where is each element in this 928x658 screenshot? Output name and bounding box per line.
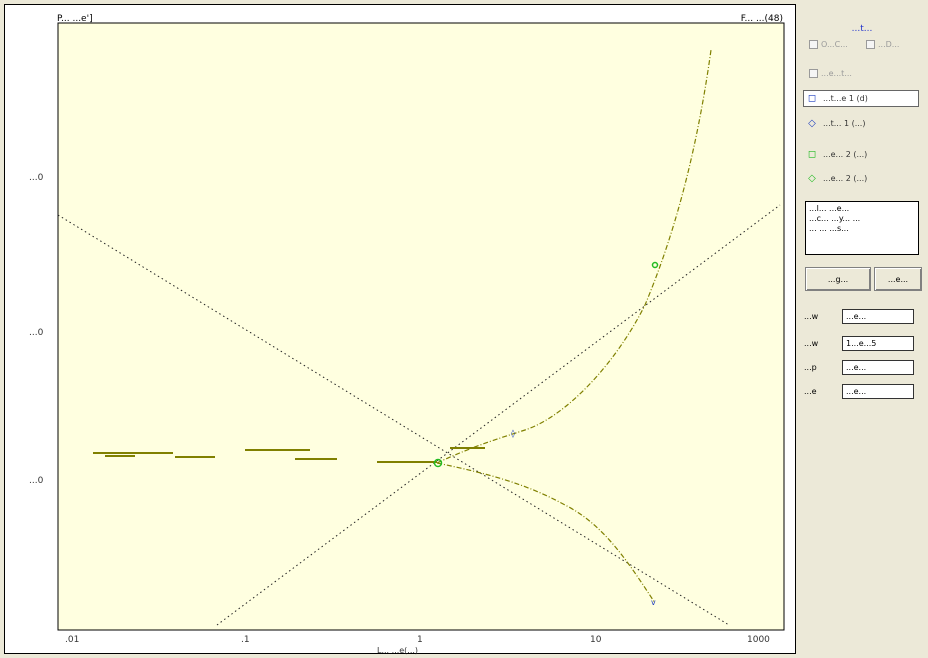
point-markers: ◊ v <box>433 261 659 607</box>
top-right-label: F... ...(48) <box>740 14 783 24</box>
legend-square-icon: ◻ <box>807 93 817 104</box>
note-box: ...l... ...e... ...c... ...y... ... ... … <box>805 201 919 255</box>
legend-item-4-label: ...e... 2 (...) <box>823 174 868 183</box>
top-left-label: P... ...e'] <box>57 14 93 24</box>
stat-label-4: ...e <box>804 387 817 396</box>
marker-blue-low: v <box>651 598 656 607</box>
legend-item-2-label: ...t... 1 (...) <box>823 119 866 128</box>
stat-value-2[interactable]: 1...e...5 <box>842 336 914 351</box>
legend-square-icon: ◻ <box>807 149 817 160</box>
stat-row-1: ...w ...e... <box>804 309 914 324</box>
checkbox-2-label: ...D... <box>878 40 900 49</box>
stat-label-3: ...p <box>804 363 817 372</box>
stat-row-2: ...w 1...e...5 <box>804 336 914 351</box>
x-tick-3: 10 <box>590 635 602 645</box>
marker-green-top <box>651 261 659 269</box>
y-tick-labels: ...0 ...0 ...0 <box>29 173 44 486</box>
control-panel: ...t... O...C... ...D... ...e...t... ◻ .… <box>800 4 924 654</box>
x-tick-labels: .01 .1 1 10 1000 <box>65 635 770 645</box>
x-tick-4: 1000 <box>747 635 770 645</box>
panel-title: ...t... <box>851 24 873 34</box>
checkbox-1[interactable]: O...C... <box>809 40 848 49</box>
plot-svg[interactable]: ◊ v .01 .1 1 10 1000 ...0 ...0 ...0 L...… <box>5 5 797 655</box>
plot-area <box>57 22 785 631</box>
legend-item-3-label: ...e... 2 (...) <box>823 150 868 159</box>
right-button[interactable]: ...e... <box>874 267 922 291</box>
legend: ◻ ...t...e 1 (d) ◇ ...t... 1 (...) ◻ ...… <box>803 90 921 194</box>
checkbox-2-box[interactable] <box>866 40 875 49</box>
legend-item-4[interactable]: ◇ ...e... 2 (...) <box>807 173 867 184</box>
legend-item-1-label: ...t...e 1 (d) <box>823 94 868 103</box>
step-segments <box>93 447 485 463</box>
stat-value-1[interactable]: ...e... <box>842 309 914 324</box>
y-tick-1: ...0 <box>29 328 44 338</box>
x-tick-0: .01 <box>65 635 79 645</box>
legend-item-3[interactable]: ◻ ...e... 2 (...) <box>807 149 867 160</box>
x-tick-2: 1 <box>417 635 423 645</box>
stat-value-4[interactable]: ...e... <box>842 384 914 399</box>
checkbox-3[interactable]: ...e...t... <box>809 69 852 78</box>
checkbox-2[interactable]: ...D... <box>866 40 899 49</box>
left-button[interactable]: ...g... <box>805 267 871 291</box>
legend-diamond-icon: ◇ <box>808 118 816 129</box>
stat-row-4: ...e ...e... <box>804 384 914 399</box>
checkbox-1-label: O...C... <box>821 40 848 49</box>
x-tick-1: .1 <box>241 635 250 645</box>
legend-diamond-icon: ◇ <box>808 173 816 184</box>
legend-item-1[interactable]: ◻ ...t...e 1 (d) <box>803 90 919 107</box>
y-tick-0: ...0 <box>29 173 44 183</box>
checkbox-1-box[interactable] <box>809 40 818 49</box>
y-tick-2: ...0 <box>29 476 44 486</box>
marker-green-center <box>433 458 443 468</box>
marker-blue-mid: ◊ <box>511 429 515 438</box>
dotted-line-descending <box>57 214 730 626</box>
stat-label-1: ...w <box>804 312 819 321</box>
checkbox-3-label: ...e...t... <box>821 69 852 78</box>
plot-frame: P... ...e'] F... ...(48) <box>4 4 797 655</box>
stat-value-3[interactable]: ...e... <box>842 360 914 375</box>
x-axis-label: L... ...e(...) <box>377 646 418 655</box>
stat-row-3: ...p ...e... <box>804 360 914 375</box>
dotted-line-ascending <box>216 204 781 626</box>
lower-curve <box>436 462 656 604</box>
legend-item-2[interactable]: ◇ ...t... 1 (...) <box>807 118 865 129</box>
checkbox-3-box[interactable] <box>809 69 818 78</box>
stat-label-2: ...w <box>804 339 819 348</box>
upper-curve <box>436 49 712 464</box>
